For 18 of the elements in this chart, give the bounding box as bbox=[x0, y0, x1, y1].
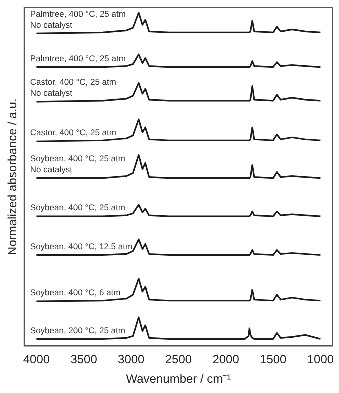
series-label: Soybean, 200 °C, 25 atm bbox=[30, 325, 126, 336]
x-axis-title: Wavenumber / cm⁻¹ bbox=[126, 372, 232, 386]
x-tick-label: 3000 bbox=[118, 352, 146, 367]
series-label: Soybean, 400 °C, 25 atm No catalyst bbox=[30, 153, 126, 174]
series-label: Castor, 400 °C, 25 atm bbox=[30, 128, 116, 138]
series-label: Soybean, 400 °C, 25 atm bbox=[30, 202, 126, 213]
series-label: Palmtree, 400 °C, 25 atm bbox=[30, 53, 126, 64]
series-label: Palmtree, 400 °C, 25 atm No catalyst bbox=[30, 8, 126, 30]
x-tick-label: 2000 bbox=[212, 352, 240, 367]
x-tick-label: 1000 bbox=[307, 352, 334, 367]
x-tick-label: 4000 bbox=[23, 352, 50, 367]
series-label: Soybean, 400 °C, 6 atm bbox=[30, 288, 121, 298]
x-tick-label: 3500 bbox=[70, 352, 98, 367]
x-tick-label: 2500 bbox=[165, 352, 192, 367]
series-label: Castor, 400 °C, 25 atm No catalyst bbox=[30, 77, 116, 98]
series-label: Soybean, 400 °C, 12.5 atm bbox=[30, 241, 133, 252]
y-axis-title: Normalized absorbance / a.u. bbox=[6, 98, 20, 256]
x-tick-label: 1500 bbox=[260, 352, 288, 367]
